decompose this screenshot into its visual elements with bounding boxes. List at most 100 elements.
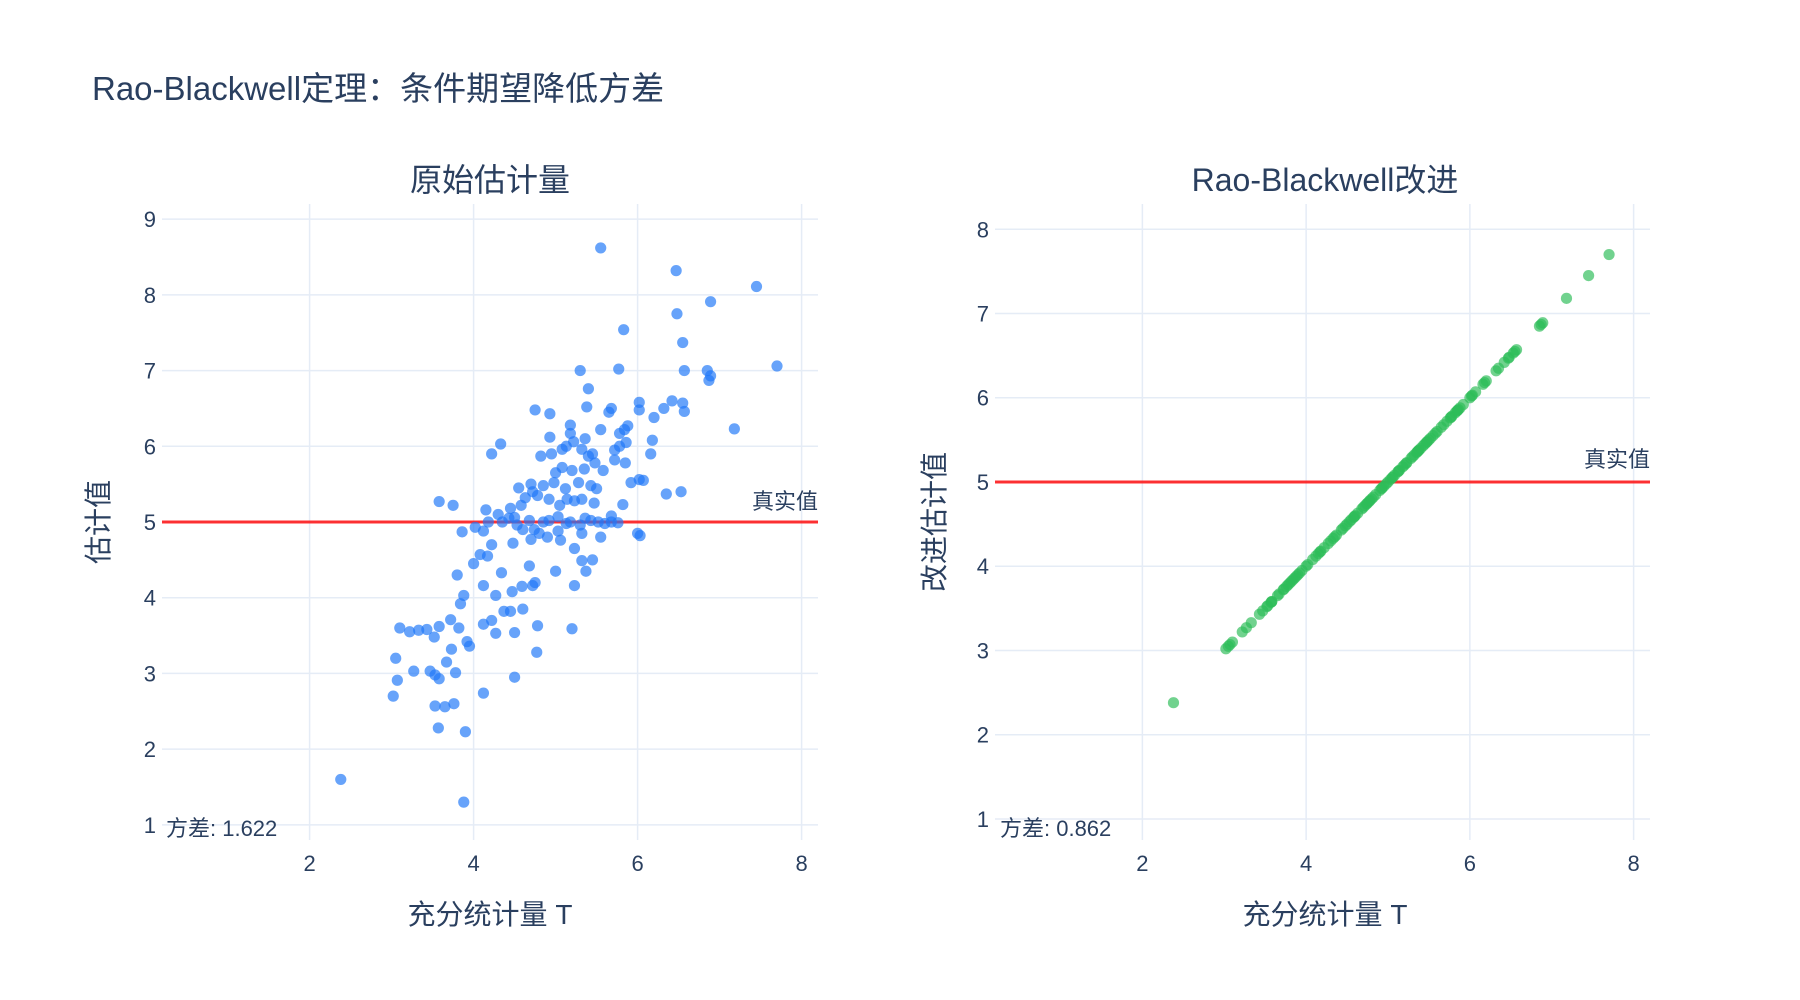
x-tick-label: 4 — [1300, 851, 1312, 876]
x-tick-label: 6 — [631, 851, 643, 876]
scatter-point — [481, 550, 494, 562]
scatter-point — [588, 497, 600, 509]
scatter-point — [544, 408, 556, 420]
scatter-point — [576, 527, 588, 539]
y-tick-label: 1 — [144, 813, 156, 838]
scatter-point — [771, 360, 783, 372]
scatter-point — [504, 502, 517, 514]
scatter-point — [433, 620, 445, 633]
y-tick-label: 6 — [977, 386, 989, 411]
scatter-point — [335, 773, 347, 786]
scatter-point — [508, 671, 521, 683]
reference-label: 真实值 — [1584, 447, 1650, 472]
scatter-point — [580, 565, 592, 577]
scatter-point — [428, 631, 440, 643]
scatter-point — [552, 511, 564, 523]
scatter-point — [482, 516, 494, 528]
x-tick-label: 2 — [1136, 851, 1148, 876]
scatter-point — [633, 396, 645, 408]
reference-label: 真实值 — [752, 489, 818, 514]
scatter-point — [449, 667, 462, 679]
scatter-point — [468, 558, 480, 570]
scatter-point — [582, 383, 595, 395]
scatter-point — [1510, 344, 1523, 356]
x-tick-label: 8 — [795, 851, 807, 876]
scatter-point — [658, 402, 670, 415]
scatter-point — [578, 463, 590, 475]
scatter-point — [463, 640, 476, 652]
scatter-point — [453, 622, 465, 634]
scatter-point — [1537, 317, 1549, 329]
scatter-point — [550, 565, 562, 577]
scatter-point — [448, 698, 460, 710]
scatter-point — [492, 508, 504, 521]
scatter-point — [387, 690, 399, 702]
scatter-point — [677, 336, 689, 349]
scatter-point — [523, 514, 535, 527]
scatter-point — [677, 397, 689, 409]
scatter-point — [646, 434, 658, 446]
scatter-point — [447, 499, 459, 511]
scatter-point — [523, 560, 535, 572]
y-tick-label: 3 — [977, 638, 989, 663]
scatter-point — [525, 478, 537, 490]
scatter-point — [605, 510, 617, 522]
panel-original: 原始估计量 2 4 6 8 1 2 3 4 5 6 7 8 9 充分统计量 T 估计值 真实值 方差: … — [83, 162, 818, 930]
x-tick-label: 8 — [1628, 851, 1640, 876]
scatter-point — [545, 448, 558, 460]
scatter-point — [678, 364, 690, 377]
scatter-point — [564, 427, 576, 440]
x-axis-title: 充分统计量 T — [408, 899, 573, 930]
scatter-point — [531, 620, 544, 632]
tick-labels: 2 4 6 8 1 2 3 4 5 6 7 8 9 — [144, 207, 808, 876]
scatter-point — [390, 652, 402, 664]
scatter-point — [591, 483, 603, 495]
scatter-point — [564, 516, 576, 528]
variance-annotation: 方差: 0.862 — [1000, 816, 1111, 841]
scatter-point — [456, 526, 468, 538]
y-tick-label: 9 — [144, 207, 156, 232]
scatter-point — [574, 364, 586, 377]
scatter-point — [517, 603, 529, 615]
y-tick-label: 5 — [977, 470, 989, 495]
scatter-point — [432, 722, 444, 734]
panel-rao-blackwell: Rao-Blackwell改进 2 4 6 8 1 2 3 4 5 6 7 8 充分统计量 T 改进估… — [919, 162, 1650, 930]
gridlines — [162, 204, 818, 840]
scatter-point — [529, 576, 541, 589]
scatter-point — [439, 701, 451, 713]
scatter-point — [459, 726, 471, 738]
scatter-point — [535, 450, 547, 462]
scatter-point — [556, 461, 568, 474]
scatter-point — [566, 464, 578, 477]
x-tick-label: 4 — [467, 851, 479, 876]
scatter-point — [581, 401, 593, 413]
scatter-point — [568, 580, 581, 592]
scatter-point — [750, 280, 763, 293]
y-tick-label: 2 — [144, 737, 156, 762]
scatter-point — [486, 614, 498, 627]
y-tick-label: 3 — [144, 661, 156, 686]
scatter-point — [576, 555, 588, 567]
scatter-point — [554, 499, 566, 511]
x-tick-label: 6 — [1464, 851, 1476, 876]
scatter-point — [513, 482, 525, 494]
scatter-point — [554, 534, 567, 546]
scatter-point — [516, 580, 528, 592]
scatter-point — [597, 464, 609, 477]
scatter-point — [486, 539, 498, 551]
scatter-point — [566, 623, 578, 635]
variance-annotation: 方差: 1.622 — [166, 816, 277, 841]
x-axis-title: 充分统计量 T — [1243, 899, 1408, 930]
scatter-point — [433, 673, 445, 685]
scatter-point — [595, 424, 607, 436]
scatter-point — [613, 363, 625, 375]
scatter-point — [433, 495, 445, 508]
scatter-point — [543, 514, 555, 527]
scatter-point — [525, 533, 537, 546]
y-axis-title: 改进估计值 — [919, 452, 950, 592]
scatter-point — [609, 454, 621, 466]
scatter-point — [605, 402, 617, 415]
scatter-point — [1480, 375, 1492, 387]
y-tick-label: 4 — [144, 586, 156, 611]
